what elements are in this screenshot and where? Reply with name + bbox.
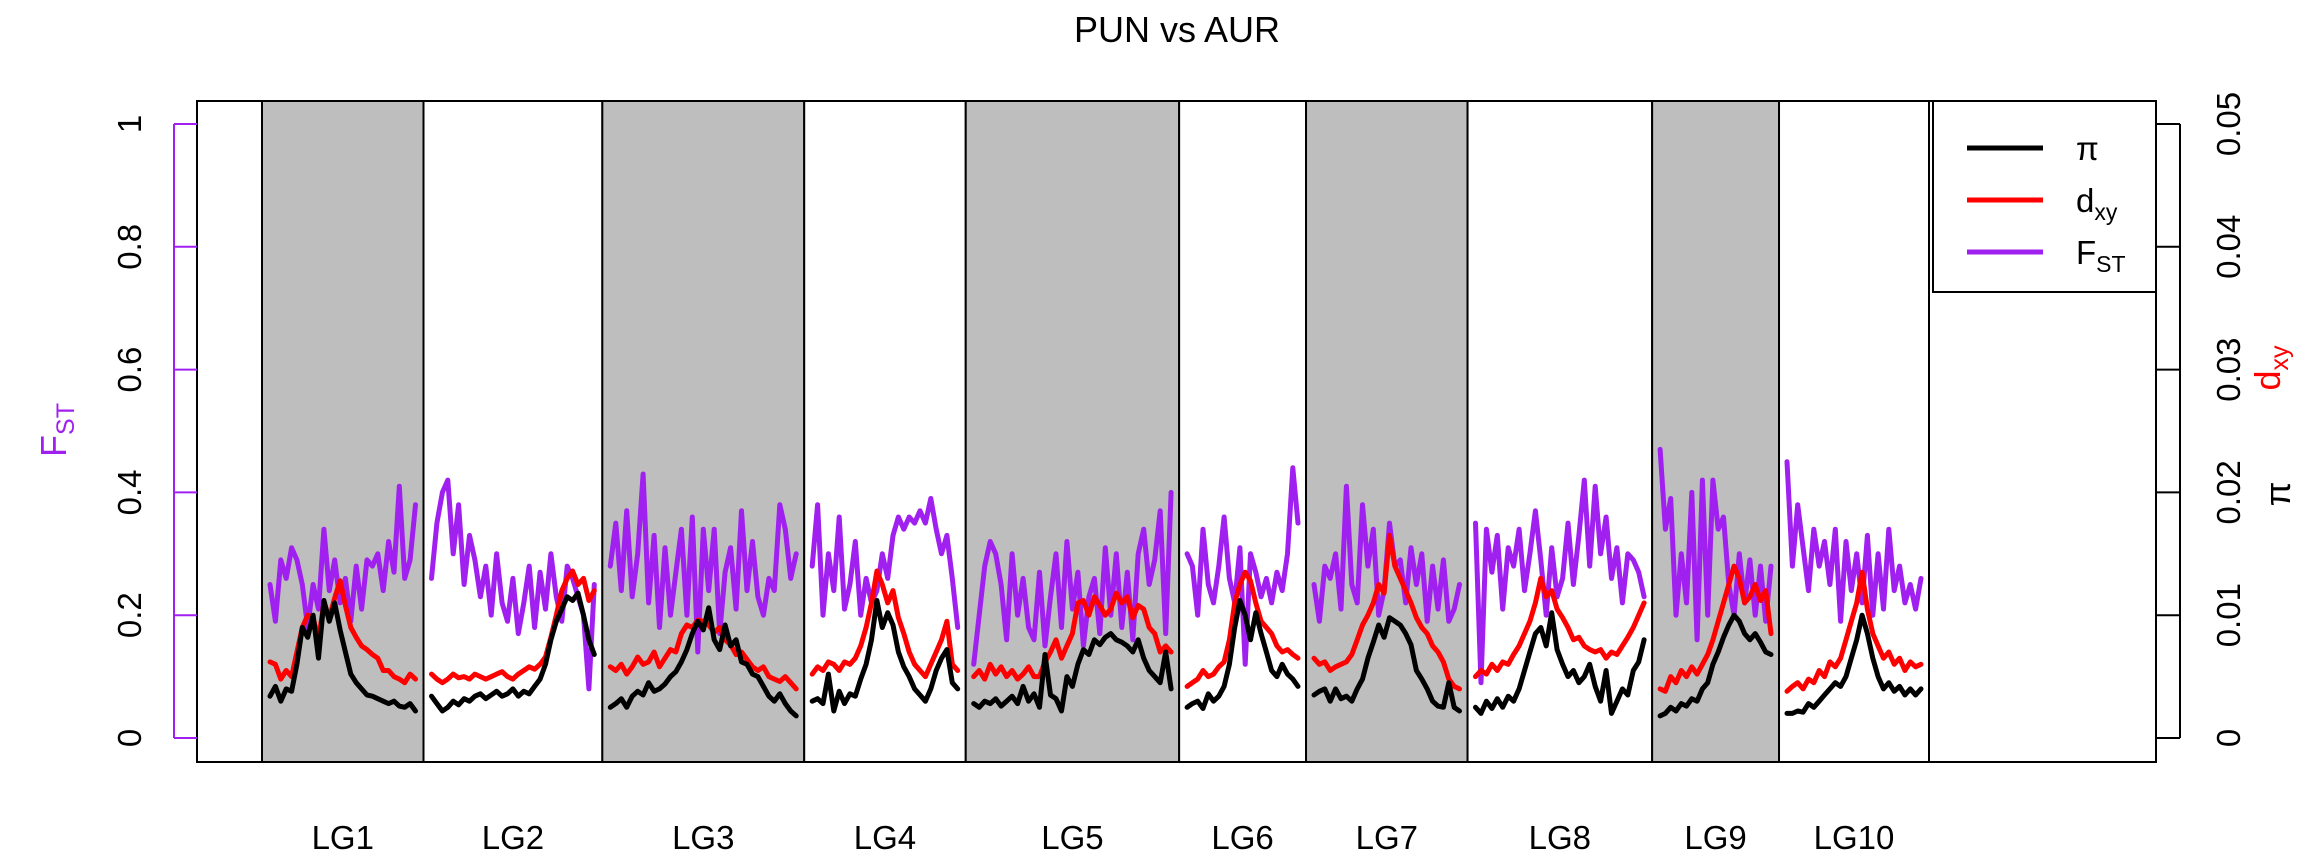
fst-line-lg4 (809, 496, 961, 630)
legend-label: π (2076, 130, 2099, 167)
right-tick-label: 0.03 (2210, 337, 2247, 401)
pi-line-lg7 (1311, 615, 1462, 714)
group-band-lg10 (1778, 100, 1931, 763)
group-label-lg4: LG4 (854, 819, 916, 856)
legend-label-main: F (2076, 234, 2096, 271)
left-tick-label: 0.8 (111, 224, 148, 270)
left-tick-label: 0 (111, 729, 148, 747)
left-axis-label-sub: ST (52, 403, 80, 435)
right-axis-label-dxy: dxy (2247, 345, 2294, 391)
group-label-lg9: LG9 (1684, 819, 1746, 856)
legend-label-sub: xy (2094, 199, 2118, 225)
fst-line-lg8 (1473, 477, 1647, 686)
pi-line-lg10 (1784, 612, 1924, 716)
left-axis: 0 0.2 0.4 0.6 0.8 1 (111, 115, 197, 747)
legend-label: FST (2076, 234, 2126, 277)
right-tick-label: 0 (2210, 729, 2247, 747)
dxy-line-lg1 (267, 578, 418, 686)
legend-label-main: d (2076, 182, 2094, 219)
pi-line-lg8 (1473, 610, 1647, 716)
chart-title: PUN vs AUR (1074, 9, 1280, 50)
left-tick-label: 0.4 (111, 469, 148, 515)
legend-label: dxy (2076, 182, 2118, 225)
left-tick-label: 0.6 (111, 347, 148, 393)
dxy-line-lg5 (971, 590, 1174, 682)
right-tick-label: 0.05 (2210, 92, 2247, 156)
pi-line-lg5 (971, 631, 1174, 714)
group-labels: LG1 LG2 LG3 LG4 LG5 LG6 LG7 LG8 LG9 LG10 (312, 819, 1895, 856)
group-label-lg5: LG5 (1041, 819, 1103, 856)
legend-box (1932, 100, 2157, 293)
right-tick-label: 0.01 (2210, 583, 2247, 647)
group-band-lg3 (601, 100, 806, 763)
dxy-line-lg4 (809, 568, 961, 680)
group-label-lg6: LG6 (1211, 819, 1273, 856)
fst-line-lg10 (1784, 459, 1924, 624)
group-label-lg10: LG10 (1814, 819, 1895, 856)
legend-label-sub: ST (2096, 251, 2125, 277)
plot-frame (196, 100, 2157, 763)
right-axis: 0 0.01 0.02 0.03 0.04 0.05 (2156, 92, 2247, 747)
pi-line-lg4 (809, 598, 961, 714)
dxy-line-lg9 (1657, 563, 1774, 694)
left-axis-label-main: F (33, 435, 74, 457)
dxy-line-lg6 (1184, 569, 1301, 689)
group-band-lg1 (261, 100, 425, 763)
right-axis-label-dxy-sub: xy (2266, 345, 2294, 371)
group-label-lg3: LG3 (672, 819, 734, 856)
pi-line-lg2 (429, 590, 597, 714)
dxy-line-lg10 (1784, 569, 1924, 694)
group-label-lg2: LG2 (482, 819, 544, 856)
legend-label-main: π (2076, 130, 2099, 167)
left-axis-label: FST (33, 403, 80, 457)
fst-line-lg5 (971, 489, 1174, 667)
right-axis-label-dxy-main: d (2247, 370, 2288, 390)
left-tick-label: 0.2 (111, 592, 148, 638)
group-band-lg6 (1178, 100, 1308, 763)
dxy-line-lg7 (1311, 532, 1462, 692)
fst-line-lg2 (429, 477, 597, 692)
group-label-lg8: LG8 (1529, 819, 1591, 856)
fst-line-lg3 (607, 471, 799, 655)
dxy-line-lg2 (429, 568, 597, 686)
right-axis-label-pi: π (2257, 482, 2298, 507)
group-band-lg2 (422, 100, 604, 763)
group-label-lg1: LG1 (312, 819, 374, 856)
dxy-line-lg8 (1473, 575, 1647, 680)
group-shading (261, 100, 1931, 763)
pi-line-lg1 (267, 598, 418, 714)
group-label-lg7: LG7 (1356, 819, 1418, 856)
right-tick-label: 0.02 (2210, 460, 2247, 524)
left-tick-label: 1 (111, 115, 148, 133)
pi-line-lg3 (607, 605, 799, 719)
right-tick-label: 0.04 (2210, 215, 2247, 279)
pi-line-lg9 (1657, 612, 1774, 719)
series-lines (267, 446, 1924, 719)
pi-line-lg6 (1184, 598, 1301, 711)
